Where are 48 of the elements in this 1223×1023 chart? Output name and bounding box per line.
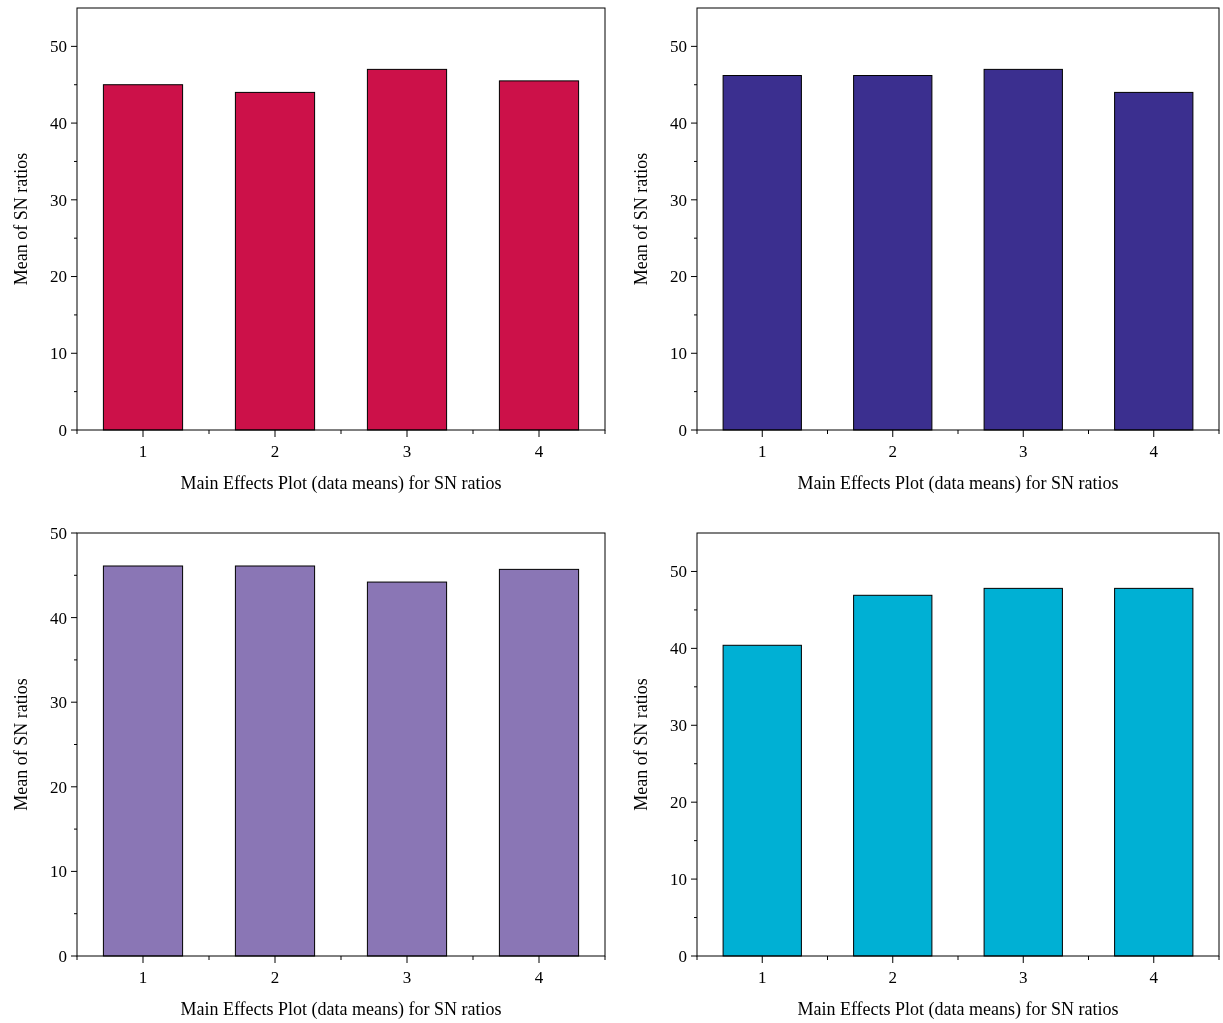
y-tick-label: 30 [670,190,687,210]
y-tick-label: 50 [670,562,687,582]
x-tick-label: 1 [758,442,767,461]
y-tick-label: 50 [50,523,67,543]
y-tick-label: 50 [50,37,67,57]
x-tick-label: 1 [138,968,148,987]
x-axis-title: Main Effects Plot (data means) for SN ratios [180,999,502,1020]
x-tick-label: 2 [888,442,897,461]
y-axis-title: Mean of SN ratios [11,678,31,811]
y-axis-title: Mean of SN ratios [11,152,31,286]
x-tick-label: 4 [1149,968,1159,987]
x-tick-label: 2 [270,442,280,461]
y-tick-label: 20 [670,793,687,813]
y-tick-label: 30 [50,190,67,210]
x-tick-label: 4 [1149,442,1159,461]
y-tick-label: 20 [50,777,67,797]
y-tick-label: 0 [678,946,687,966]
x-tick-label: 3 [402,968,412,987]
y-tick-label: 10 [670,870,687,890]
y-tick-label: 20 [670,267,687,287]
y-tick-label: 40 [670,114,687,134]
x-axis-title: Main Effects Plot (data means) for SN ratios [180,473,502,494]
y-tick-label: 30 [670,716,687,736]
x-tick-label: 4 [534,968,544,987]
y-tick-label: 40 [670,639,687,659]
x-axis-title: Main Effects Plot (data means) for SN ratios [797,473,1119,494]
y-tick-label: 10 [50,344,67,364]
x-tick-label: 2 [888,968,897,987]
y-tick-label: 40 [50,608,67,628]
x-axis-title: Main Effects Plot (data means) for SN ratios [797,999,1119,1020]
y-tick-label: 0 [58,946,67,966]
y-tick-label: 10 [670,344,687,364]
x-tick-label: 1 [138,442,148,461]
y-tick-label: 10 [50,862,67,882]
y-axis-title: Mean of SN ratios [631,152,651,286]
x-tick-label: 1 [758,968,767,987]
y-tick-label: 0 [678,420,687,440]
y-tick-label: 20 [50,267,67,287]
y-tick-label: 0 [58,420,67,440]
y-tick-label: 50 [670,37,687,57]
x-tick-label: 3 [1019,968,1028,987]
y-axis-title: Mean of SN ratios [631,678,651,811]
x-tick-label: 3 [1019,442,1028,461]
y-tick-label: 30 [50,693,67,713]
y-tick-label: 40 [50,114,67,134]
x-tick-label: 2 [270,968,280,987]
x-tick-label: 3 [402,442,412,461]
x-tick-label: 4 [534,442,544,461]
